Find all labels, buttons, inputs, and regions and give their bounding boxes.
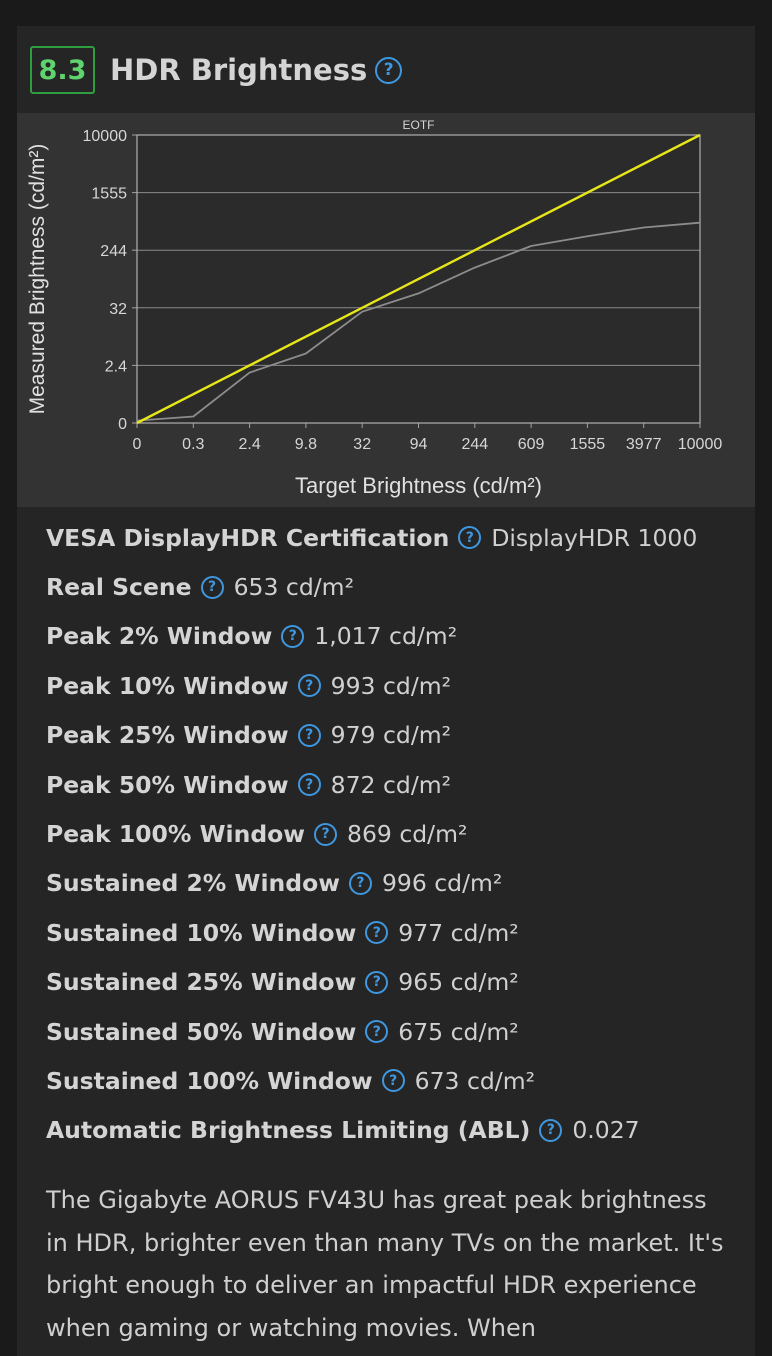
measurement-value: 653 cd/m² <box>233 573 354 602</box>
measurement-row: Peak 10% Window? 993 cd/m² <box>46 661 746 710</box>
measurement-value: 0.027 <box>572 1116 640 1145</box>
measurement-row: Automatic Brightness Limiting (ABL)? 0.02… <box>46 1106 746 1155</box>
measurement-value: 675 cd/m² <box>398 1017 519 1046</box>
measurement-label: Real Scene <box>46 573 192 602</box>
measurement-value: 673 cd/m² <box>414 1066 536 1095</box>
measurement-row: Real Scene? 653 cd/m² <box>46 562 746 611</box>
measurement-label: VESA DisplayHDR Certification <box>46 523 450 552</box>
x-tick-label: 3977 <box>626 436 662 453</box>
measurement-row: VESA DisplayHDR Certification? DisplayHDR… <box>46 513 746 562</box>
help-icon[interactable]: ? <box>297 773 321 797</box>
y-tick-label: 32 <box>109 301 127 318</box>
chart-title: EOTF <box>403 118 435 132</box>
description-text: The Gigabyte AORUS FV43U has great peak … <box>46 1186 724 1342</box>
help-icon[interactable]: ? <box>365 921 389 945</box>
measurement-value: 996 cd/m² <box>381 869 503 898</box>
measurement-label: Peak 25% Window <box>46 721 289 750</box>
y-tick-label: 244 <box>100 243 127 260</box>
x-tick-label: 9.8 <box>295 436 317 453</box>
x-tick-label: 0 <box>133 436 142 453</box>
help-icon[interactable]: ? <box>365 1020 389 1044</box>
help-icon[interactable]: ? <box>314 822 337 846</box>
measurement-label: Sustained 50% Window <box>46 1017 357 1046</box>
measured-curve <box>136 221 701 422</box>
y-tick-label: 0 <box>118 416 127 433</box>
y-tick-label: 2.4 <box>105 358 127 375</box>
measurement-row: Sustained 2% Window? 996 cd/m² <box>46 859 746 908</box>
help-icon[interactable]: ? <box>381 1069 405 1093</box>
measurement-value: 979 cd/m² <box>330 721 452 750</box>
y-tick-label: 1555 <box>91 186 127 203</box>
y-tick-label: 10000 <box>83 128 128 145</box>
measurement-label: Automatic Brightness Limiting (ABL) <box>46 1116 531 1145</box>
plot-frame <box>136 134 701 424</box>
help-icon[interactable]: ? <box>458 526 482 550</box>
measurement-value: 993 cd/m² <box>330 671 452 700</box>
section-title: HDR Brightness <box>110 53 368 87</box>
section-header: 8.3 HDR Brightness ? <box>30 46 403 94</box>
measurement-value: 869 cd/m² <box>347 820 468 849</box>
x-tick-label: 0.3 <box>182 436 204 453</box>
score-badge: 8.3 <box>30 46 95 94</box>
help-icon[interactable]: ? <box>539 1118 563 1142</box>
measurement-label: Peak 50% Window <box>46 770 289 799</box>
measurement-label: Peak 2% Window <box>46 622 273 651</box>
measurement-row: Peak 100% Window? 869 cd/m² <box>46 809 746 858</box>
help-icon[interactable]: ? <box>281 624 305 648</box>
help-icon[interactable]: ? <box>297 723 321 747</box>
measurement-row: Sustained 100% Window? 673 cd/m² <box>46 1056 746 1105</box>
measurement-value: 965 cd/m² <box>398 968 519 997</box>
x-axis-label: Target Brightness (cd/m²) <box>295 473 542 498</box>
target-curve <box>136 133 701 425</box>
measurement-label: Peak 100% Window <box>46 820 305 849</box>
measurement-row: Peak 50% Window? 872 cd/m² <box>46 760 746 809</box>
measurement-value: 872 cd/m² <box>330 770 452 799</box>
x-tick-label: 1555 <box>570 436 606 453</box>
measurement-label: Peak 10% Window <box>46 671 289 700</box>
measurement-value: 1,017 cd/m² <box>314 622 458 651</box>
measurement-row: Peak 25% Window? 979 cd/m² <box>46 711 746 760</box>
measurement-row: Peak 2% Window? 1,017 cd/m² <box>46 612 746 661</box>
measurements-list: VESA DisplayHDR Certification? DisplayHDR… <box>46 513 746 1155</box>
measurement-label: Sustained 25% Window <box>46 968 357 997</box>
measurement-label: Sustained 100% Window <box>46 1066 373 1095</box>
help-icon[interactable]: ? <box>200 575 224 599</box>
x-tick-label: 32 <box>353 436 371 453</box>
x-tick-label: 609 <box>518 436 545 453</box>
eotf-chart: 0 2.4 32 244 1555 10000 0 0.3 2.4 9.8 32 94 244 609 15… <box>17 113 755 507</box>
x-tick-label: 2.4 <box>238 436 260 453</box>
measurement-row: Sustained 50% Window? 675 cd/m² <box>46 1007 746 1056</box>
help-icon[interactable]: ? <box>365 970 389 994</box>
eotf-chart-svg: 0 2.4 32 244 1555 10000 0 0.3 2.4 9.8 32 94 244 609 15… <box>26 118 723 498</box>
measurement-label: Sustained 2% Window <box>46 869 340 898</box>
x-tick-label: 244 <box>461 436 488 453</box>
help-icon[interactable]: ? <box>348 871 372 895</box>
x-tick-label: 94 <box>410 436 428 453</box>
help-icon[interactable]: ? <box>375 56 403 84</box>
measurement-value: 977 cd/m² <box>398 918 519 947</box>
measurement-row: Sustained 25% Window? 965 cd/m² <box>46 958 746 1007</box>
measurement-row: Sustained 10% Window? 977 cd/m² <box>46 908 746 957</box>
x-tick-label: 10000 <box>678 436 723 453</box>
measurement-value: DisplayHDR 1000 <box>491 523 698 552</box>
y-axis-label: Measured Brightness (cd/m²) <box>26 144 49 415</box>
help-icon[interactable]: ? <box>297 674 321 698</box>
measurement-label: Sustained 10% Window <box>46 918 357 947</box>
